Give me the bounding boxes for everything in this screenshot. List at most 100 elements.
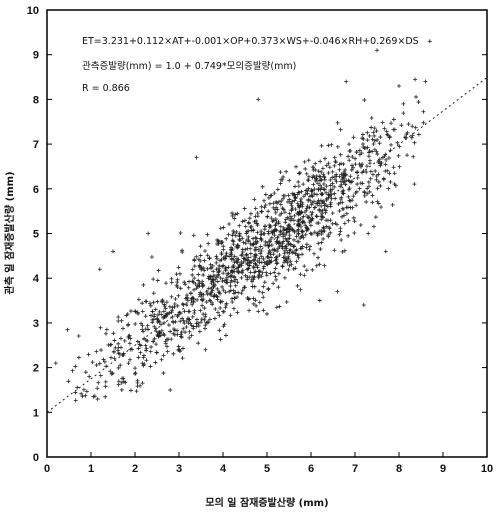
data-point xyxy=(361,144,366,149)
data-point xyxy=(354,189,359,194)
data-point xyxy=(304,242,309,247)
x-tick-label: 3 xyxy=(176,463,182,475)
data-point xyxy=(287,197,292,202)
correlation-annotation: R = 0.866 xyxy=(82,83,130,94)
data-point xyxy=(272,247,277,252)
data-point xyxy=(322,156,327,161)
data-point xyxy=(282,255,287,260)
data-point xyxy=(338,152,343,157)
data-point xyxy=(337,174,342,179)
data-point xyxy=(208,262,213,267)
data-point xyxy=(125,323,130,328)
data-point xyxy=(223,268,228,273)
data-point xyxy=(337,167,342,172)
data-point xyxy=(300,229,305,234)
data-point xyxy=(332,184,337,189)
data-point xyxy=(164,281,169,286)
data-point xyxy=(178,286,183,291)
data-point xyxy=(298,287,303,292)
data-point xyxy=(259,248,264,253)
data-point xyxy=(266,195,271,200)
data-point xyxy=(397,83,401,88)
data-point xyxy=(239,291,244,296)
data-point xyxy=(344,211,349,216)
data-point xyxy=(416,132,421,137)
y-tick-label: 4 xyxy=(33,273,40,285)
data-point xyxy=(154,350,159,355)
data-point xyxy=(274,261,279,266)
data-point xyxy=(144,299,149,304)
data-point xyxy=(153,360,158,365)
data-point xyxy=(259,209,264,214)
data-point xyxy=(263,192,268,197)
data-point xyxy=(126,361,131,366)
data-point xyxy=(339,161,344,166)
data-point xyxy=(118,345,123,350)
data-point xyxy=(186,285,191,290)
data-point xyxy=(365,191,370,196)
data-point xyxy=(98,373,103,378)
data-point xyxy=(267,225,272,230)
data-point xyxy=(314,213,319,218)
data-point xyxy=(182,280,187,285)
data-point xyxy=(169,337,174,342)
data-point xyxy=(416,100,421,105)
data-point xyxy=(224,236,229,241)
data-point xyxy=(209,293,214,298)
data-point xyxy=(310,175,315,180)
data-point xyxy=(116,365,121,370)
data-point xyxy=(301,194,306,199)
data-point xyxy=(240,252,245,257)
data-point xyxy=(251,242,256,247)
data-point xyxy=(333,177,338,182)
data-point xyxy=(266,209,271,214)
data-point xyxy=(178,231,183,236)
data-point xyxy=(397,164,402,169)
data-point xyxy=(328,189,333,194)
data-point xyxy=(194,254,199,259)
data-point xyxy=(216,266,221,271)
data-point xyxy=(144,348,149,353)
data-point xyxy=(306,178,311,183)
data-point xyxy=(184,325,189,330)
data-point xyxy=(257,256,262,261)
data-point xyxy=(344,79,349,84)
data-point xyxy=(405,153,410,158)
data-point xyxy=(103,394,108,399)
data-point xyxy=(392,171,397,176)
data-point xyxy=(322,177,327,182)
data-point xyxy=(328,178,333,183)
data-point xyxy=(116,382,121,387)
data-point xyxy=(251,258,256,263)
data-point xyxy=(283,233,288,238)
data-point xyxy=(84,389,89,394)
data-point xyxy=(237,223,242,228)
data-point xyxy=(312,191,317,196)
data-point xyxy=(287,211,292,216)
data-point xyxy=(225,272,230,277)
data-point xyxy=(276,240,281,245)
data-point xyxy=(322,187,327,192)
data-point xyxy=(384,157,389,162)
data-point xyxy=(182,321,187,326)
data-point xyxy=(381,177,386,182)
data-point xyxy=(285,260,290,265)
data-point xyxy=(229,250,234,255)
data-point xyxy=(246,255,251,260)
data-point xyxy=(366,231,371,236)
data-point xyxy=(187,279,192,284)
data-point xyxy=(257,272,262,277)
data-point xyxy=(119,387,124,392)
data-point xyxy=(404,132,409,137)
data-point xyxy=(170,314,175,319)
data-point xyxy=(271,252,276,257)
data-point xyxy=(340,189,345,194)
data-point xyxy=(164,300,169,305)
data-point xyxy=(342,221,347,226)
data-point xyxy=(171,351,176,356)
data-point xyxy=(321,187,326,192)
data-point xyxy=(226,232,231,237)
data-point xyxy=(362,98,367,103)
data-point xyxy=(221,247,226,252)
data-point xyxy=(342,248,347,253)
